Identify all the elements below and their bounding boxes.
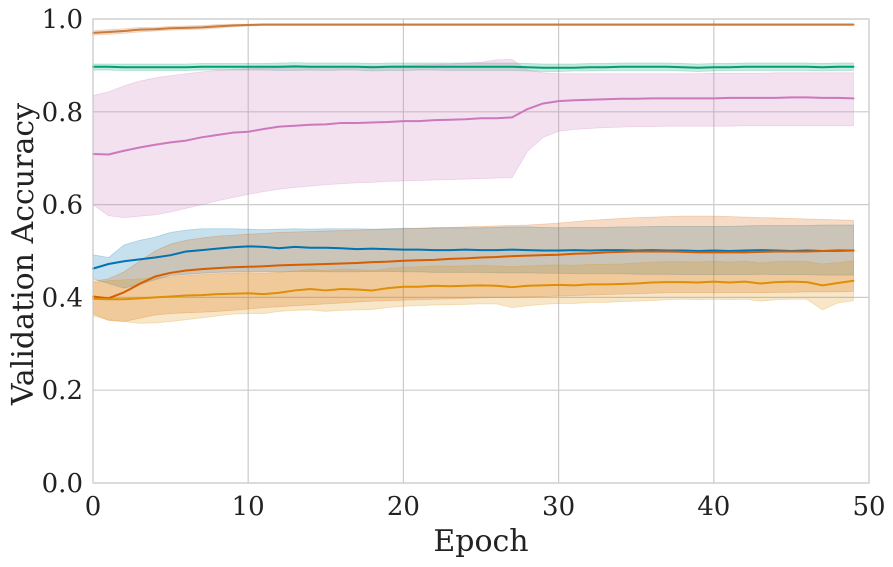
- series-3-line: [92, 245, 855, 270]
- y-tick-labels: 0.0 0.2 0.4 0.6 0.8 1.0: [42, 5, 83, 499]
- x-axis-label: Epoch: [433, 524, 528, 559]
- axes: [92, 18, 870, 484]
- series-0-line: [92, 23, 855, 34]
- y-tick-label-1: 0.2: [42, 376, 83, 406]
- series-5-line: [92, 279, 855, 301]
- series-3-confidence-band: [92, 224, 854, 289]
- x-tick-label-5: 50: [852, 492, 885, 522]
- y-axis-label: Validation Accuracy: [6, 103, 41, 406]
- x-tick-label-0: 0: [85, 492, 102, 522]
- series-5-confidence-band: [92, 260, 854, 324]
- series-lines: [92, 23, 855, 301]
- plot-frame: [92, 18, 870, 484]
- x-tick-label-1: 10: [232, 492, 265, 522]
- series-2-line: [92, 96, 855, 156]
- x-tick-label-3: 30: [542, 492, 575, 522]
- x-tick-label-4: 40: [697, 492, 730, 522]
- confidence-bands: [92, 23, 854, 324]
- y-tick-label-4: 0.8: [42, 98, 83, 128]
- x-tick-label-2: 20: [387, 492, 420, 522]
- series-2-confidence-band: [92, 58, 854, 218]
- series-4-line: [92, 249, 855, 300]
- y-tick-label-2: 0.4: [42, 283, 83, 313]
- y-tick-label-5: 1.0: [42, 5, 83, 35]
- series-1-line: [92, 65, 855, 69]
- y-tick-label-0: 0.0: [42, 469, 83, 499]
- y-tick-label-3: 0.6: [42, 191, 83, 221]
- x-tick-labels: 0 10 20 30 40 50: [85, 492, 886, 522]
- series-4-confidence-band: [92, 215, 854, 322]
